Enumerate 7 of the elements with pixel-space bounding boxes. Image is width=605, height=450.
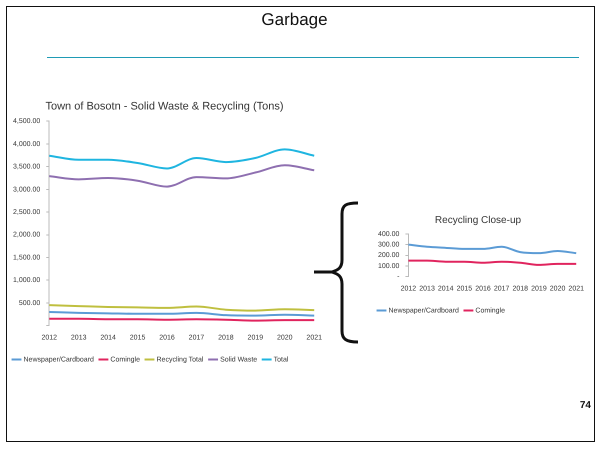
text: 74	[580, 400, 591, 411]
chart-title: Town of Bosotn - Solid Waste & Recycling (Tons)	[45, 100, 284, 113]
line-series	[48, 164, 316, 188]
chart-title: Recycling Close-up	[434, 214, 522, 226]
line-series	[48, 148, 316, 170]
text: Garbage	[260, 10, 329, 30]
line-series	[407, 244, 578, 254]
